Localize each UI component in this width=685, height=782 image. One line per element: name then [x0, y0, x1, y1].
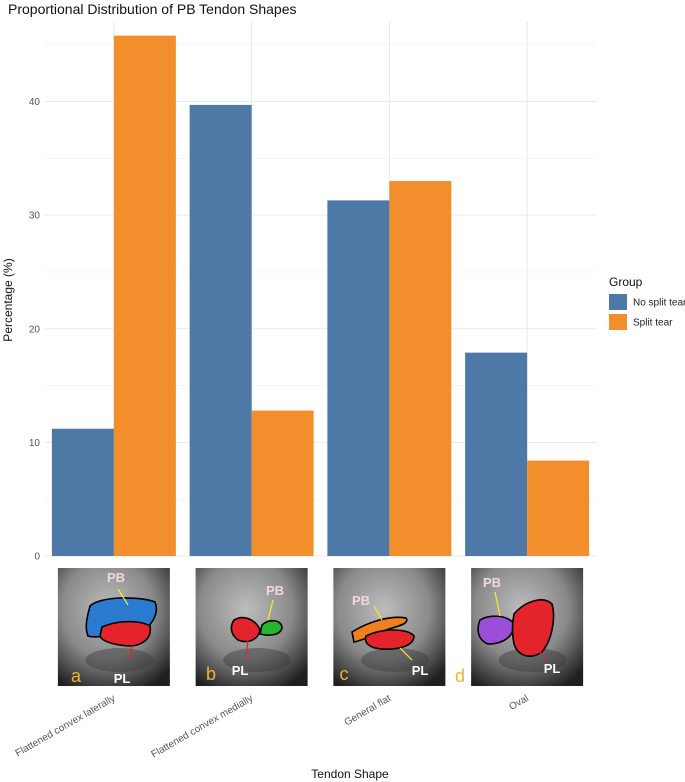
pl-tendon-shape: [99, 620, 152, 647]
mri-shadow: [223, 648, 292, 673]
legend-swatch: [609, 294, 627, 310]
bar-split-tear: [251, 410, 314, 556]
y-axis-label: Percentage (%): [1, 258, 15, 341]
pb-tendon-shape: [259, 619, 283, 636]
pl-label: PL: [544, 661, 561, 676]
bar-no-split-tear: [465, 352, 528, 556]
panel-letter: b: [206, 664, 216, 684]
legend: Group No split tear Split tear: [609, 275, 685, 330]
image-panel-b: PB PL b: [195, 568, 308, 686]
x-axis-label: Tendon Shape: [311, 767, 389, 781]
legend-title: Group: [609, 275, 643, 289]
image-panel-d: PB PL d: [455, 568, 584, 686]
bar-no-split-tear: [51, 428, 114, 556]
legend-label: No split tear: [633, 298, 685, 309]
bar-no-split-tear: [327, 200, 390, 556]
pl-label: PL: [412, 663, 429, 678]
bar-no-split-tear: [189, 104, 252, 556]
y-tick-label: 0: [34, 552, 40, 563]
pl-label: PL: [232, 663, 249, 678]
y-tick-label: 30: [29, 211, 41, 222]
legend-label: Split tear: [633, 318, 673, 329]
pl-pointer: [539, 651, 549, 661]
pb-label: PB: [107, 570, 125, 585]
pl-tendon-shape: [511, 599, 555, 657]
pl-tendon-shape: [364, 629, 415, 650]
panel-letter: d: [455, 666, 465, 686]
pb-pointer: [267, 599, 274, 621]
bar-split-tear: [113, 35, 176, 557]
y-tick-label: 40: [29, 97, 41, 108]
bars: [51, 35, 590, 557]
bar-split-tear: [389, 181, 452, 556]
y-axis-ticks: 0 10 20 30 40: [29, 97, 41, 562]
image-panel-c: PB PL c: [333, 568, 446, 686]
image-panels: PB PL a PB PL b PB PL c PB PL d: [57, 568, 584, 686]
pb-pointer: [373, 605, 383, 621]
pb-label: PB: [352, 593, 370, 608]
y-tick-label: 10: [29, 438, 41, 449]
panel-letter: c: [340, 664, 349, 684]
bar-split-tear: [527, 460, 590, 556]
panel-letter: a: [71, 666, 82, 686]
mri-shadow: [85, 648, 154, 673]
chart-title: Proportional Distribution of PB Tendon S…: [8, 1, 296, 17]
pb-label: PB: [483, 575, 501, 590]
image-panel-a: PB PL a: [57, 568, 170, 686]
pl-pointer: [245, 639, 249, 661]
pb-pointer: [494, 591, 501, 617]
y-tick-label: 20: [29, 324, 41, 335]
legend-swatch: [609, 314, 627, 330]
mri-shadow: [360, 648, 429, 673]
pl-pointer: [129, 645, 133, 661]
pb-label: PB: [266, 583, 284, 598]
pb-pointer: [117, 588, 129, 606]
pl-tendon-shape: [230, 616, 261, 643]
pl-label: PL: [114, 671, 131, 686]
mri-shadow: [498, 648, 567, 673]
pl-pointer: [399, 647, 413, 661]
pb-tendon-shape: [477, 615, 515, 645]
